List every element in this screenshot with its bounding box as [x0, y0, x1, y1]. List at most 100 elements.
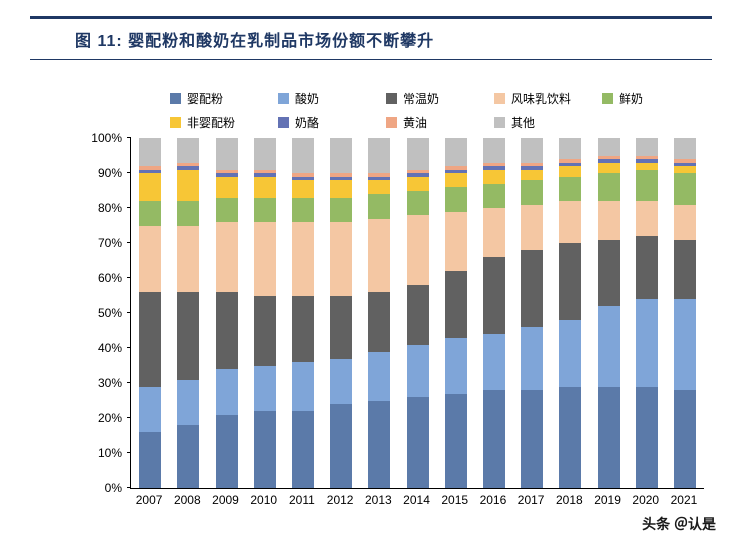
bar-segment: [521, 327, 544, 390]
y-axis-tick-label: 40%: [97, 341, 122, 355]
bar-segment: [482, 183, 505, 208]
bar-slot: [628, 138, 666, 488]
bar-segment: [330, 138, 353, 173]
legend-swatch: [494, 93, 505, 104]
x-axis-tick-label: 2016: [479, 493, 507, 507]
bar-segment: [253, 365, 276, 411]
bar-segment: [406, 285, 429, 345]
bar-segment: [291, 222, 314, 296]
y-axis-tick-mark: [127, 312, 131, 313]
x-axis-tick-label: 2018: [555, 493, 583, 507]
legend-item: 鲜奶: [602, 90, 710, 107]
bar-segment: [215, 222, 238, 292]
bar-segment: [406, 138, 429, 170]
bar-segment: [177, 169, 200, 201]
bar-segment: [597, 138, 620, 156]
bar-segment: [368, 173, 391, 177]
y-axis-tick-label: 10%: [97, 446, 122, 460]
bar-segment: [177, 425, 200, 488]
bar-segment: [177, 201, 200, 226]
bar-segment: [444, 187, 467, 212]
bar-slot: [398, 138, 436, 488]
legend-label: 其他: [511, 116, 536, 130]
y-axis-tick-mark: [127, 137, 131, 138]
bar-segment: [444, 173, 467, 187]
y-axis-tick-label: 80%: [97, 201, 122, 215]
header-bottom-rule: [30, 59, 712, 60]
y-axis-tick-label: 0%: [104, 481, 122, 495]
bar-slot: [666, 138, 704, 488]
stacked-bar: [215, 138, 238, 488]
y-axis-tick-mark: [127, 452, 131, 453]
bar-segment: [291, 173, 314, 177]
bar-slot: [551, 138, 589, 488]
bar-segment: [635, 159, 658, 163]
x-axis-labels: 2007 2008 2009 2010 2011 2012 2013 2014 2015 2016…: [130, 493, 703, 507]
x-axis-tick-label: 2009: [212, 493, 239, 507]
bar-segment: [597, 201, 620, 240]
plot-area: 0% 10% 20% 30% 40% 50% 60% 70% 80% 90% 100%: [91, 131, 704, 495]
bar-segment: [444, 211, 467, 271]
bar-segment: [253, 173, 276, 177]
bar-segment: [368, 138, 391, 173]
bar-segment: [521, 250, 544, 327]
bar-segment: [368, 180, 391, 194]
bar-segment: [177, 379, 200, 425]
stacked-bar: [177, 138, 200, 488]
y-axis-tick-mark: [127, 207, 131, 208]
bar-segment: [368, 176, 391, 180]
legend-swatch: [602, 93, 613, 104]
bar-segment: [406, 173, 429, 177]
bar-segment: [406, 344, 429, 397]
bar-segment: [635, 299, 658, 387]
bar-segment: [635, 386, 658, 488]
bar-segment: [253, 197, 276, 222]
bar-segment: [291, 138, 314, 173]
bar-segment: [253, 169, 276, 173]
x-axis-tick-label: 2020: [632, 493, 660, 507]
bar-segment: [215, 292, 238, 369]
bar-segment: [139, 432, 162, 488]
bar-segment: [330, 176, 353, 180]
bar-segment: [253, 222, 276, 296]
bar-segment: [521, 390, 544, 488]
bar-slot: [322, 138, 360, 488]
x-axis-tick-label: 2014: [403, 493, 430, 507]
bar-segment: [291, 295, 314, 362]
x-axis-tick-label: 2015: [441, 493, 469, 507]
y-axis-tick-mark: [127, 382, 131, 383]
bar-slot: [475, 138, 513, 488]
bar-segment: [597, 306, 620, 387]
figure-title: 图 11: 婴配粉和酸奶在乳制品市场份额不断攀升: [75, 33, 435, 50]
bar-segment: [139, 173, 162, 201]
bar-slot: [284, 138, 322, 488]
bar-segment: [139, 169, 162, 173]
bar-segment: [215, 414, 238, 488]
bar-segment: [482, 208, 505, 257]
bar-segment: [291, 180, 314, 198]
bar-segment: [330, 295, 353, 359]
stacked-bar: [673, 138, 696, 488]
bar-segment: [406, 176, 429, 191]
bar-segment: [139, 386, 162, 432]
stacked-bar: [597, 138, 620, 488]
legend-swatch: [494, 117, 505, 128]
bar-segment: [139, 225, 162, 292]
bar-segment: [330, 197, 353, 222]
bar-segment: [330, 180, 353, 198]
bar-segment: [444, 393, 467, 488]
legend-item: 非婴配粉: [170, 114, 278, 131]
bar-segment: [253, 295, 276, 366]
bar-segment: [177, 162, 200, 166]
bar-segment: [673, 390, 696, 488]
bar-segment: [444, 169, 467, 173]
bar-segment: [559, 176, 582, 201]
bar-segment: [482, 162, 505, 166]
y-axis-tick-mark: [127, 487, 131, 488]
bar-segment: [673, 299, 696, 390]
legend-swatch: [170, 117, 181, 128]
y-axis-tick-label: 70%: [97, 236, 122, 250]
bar-segment: [215, 169, 238, 173]
bar-segment: [597, 386, 620, 488]
bar-segment: [291, 362, 314, 411]
